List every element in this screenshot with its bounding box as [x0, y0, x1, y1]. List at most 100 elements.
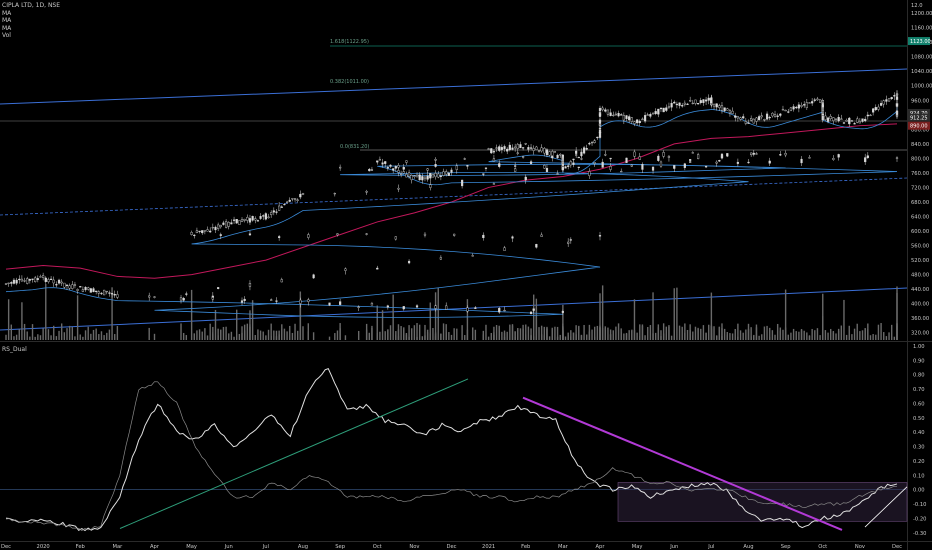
volume-bar [721, 323, 723, 340]
volume-bar [649, 325, 652, 340]
candle-body [487, 148, 490, 150]
candle-body [307, 234, 310, 238]
volume-bar [811, 328, 813, 340]
time-tick-label: 2021 [482, 544, 495, 550]
candle-body [712, 103, 716, 107]
candle-body [808, 157, 811, 159]
candle-body [256, 220, 260, 222]
price-tick-label: 560.00 [911, 244, 929, 250]
volume-bar [662, 323, 665, 340]
volume-bar [647, 326, 649, 340]
candle-body [535, 243, 538, 248]
volume-bar [678, 325, 681, 340]
candle-body [620, 170, 623, 173]
candle-body [824, 115, 827, 120]
volume-bar [302, 326, 304, 340]
volume-bar [37, 334, 39, 340]
candle-body [28, 278, 31, 281]
candle-body [678, 102, 681, 106]
volume-bar [800, 330, 803, 340]
volume-bar [275, 330, 278, 340]
volume-bar [495, 325, 498, 340]
candle-body [720, 105, 724, 111]
volume-bar [875, 334, 877, 340]
ma-short-polyline [5, 106, 898, 318]
candle-body [842, 122, 846, 124]
candle-body [848, 117, 851, 125]
symbol-title[interactable]: CIPLA LTD, 1D, NSE [2, 2, 61, 9]
candle-body [633, 151, 636, 157]
candle-body [508, 144, 511, 150]
candle-body [211, 227, 214, 229]
fib-levels: 1.618(1122.95) 0.382(1011.00) 0.0(831.20) [330, 39, 907, 150]
volume-bar [883, 332, 885, 340]
candle-body [407, 172, 411, 177]
volume-bar [185, 335, 188, 340]
price-axis[interactable]: 1200.001160.001120.001080.001040.001000.… [908, 3, 932, 537]
volume-bar [426, 332, 429, 340]
candle-body [866, 114, 869, 117]
time-tick-label: Aug [743, 544, 753, 550]
volume-bar [222, 326, 225, 340]
candle-body [689, 100, 692, 102]
candle-body [447, 172, 450, 176]
candle-body [498, 146, 501, 151]
volume-bar [39, 335, 42, 340]
volume-bar [246, 323, 249, 340]
candle-body [821, 113, 824, 116]
candle-body [588, 143, 591, 145]
ma-indicator-1[interactable]: MA [2, 9, 12, 17]
candle-body [238, 220, 241, 225]
candle-body [410, 174, 413, 181]
price-tick-label: 720.00 [911, 185, 929, 191]
rs-pane-title[interactable]: RS_Dual [2, 346, 27, 353]
candle-body [506, 148, 509, 152]
candle-body [638, 156, 641, 160]
price-tag-text: 890.00 [910, 124, 928, 130]
candle-body [832, 158, 835, 160]
candle-body [148, 295, 151, 298]
volume-bar [750, 327, 752, 340]
price-tick-label: 840.00 [911, 142, 929, 148]
volume-bar [413, 325, 416, 340]
candle-body [628, 116, 631, 121]
candle-body [697, 103, 700, 105]
candle-body [760, 115, 763, 118]
volume-bar [236, 309, 238, 340]
candle-body [895, 98, 899, 100]
volume-bar [466, 329, 469, 340]
time-tick-label: Feb [521, 544, 531, 550]
candle-body [301, 192, 305, 195]
volume-bar [853, 328, 856, 340]
volume-bar [493, 326, 495, 340]
candle-body [882, 100, 885, 105]
volume-bar [761, 334, 763, 340]
ma-indicator-3[interactable]: MA [2, 24, 12, 32]
volume-bar [238, 333, 241, 340]
volume-bar [636, 332, 638, 340]
time-tick-label: 2020 [37, 544, 50, 550]
volume-bar [753, 334, 755, 340]
volume-bar [92, 329, 95, 340]
candle-body [87, 287, 90, 290]
candle-body [821, 115, 824, 121]
time-axis[interactable]: Dec 2020 Feb Mar Apr May Jun Jul Aug Sep Oct Nov Dec… [1, 544, 902, 550]
volume-bar [254, 334, 256, 340]
candle-body [803, 104, 806, 106]
candle-body [704, 99, 708, 102]
price-tick-label: 760.00 [911, 171, 929, 177]
candle-body [890, 97, 893, 100]
ma-indicator-2[interactable]: MA [2, 17, 12, 24]
candle-body [561, 167, 564, 170]
volume-bar [336, 330, 339, 340]
volume-bar [543, 326, 546, 340]
candle-body [577, 166, 580, 168]
candle-body [609, 166, 612, 170]
candle-body [190, 232, 193, 235]
candle-body [784, 109, 787, 112]
candle-body [755, 153, 758, 155]
time-tick-label: Apr [150, 544, 160, 550]
candle-body [662, 152, 665, 157]
volume-indicator[interactable]: Vol [2, 32, 11, 39]
